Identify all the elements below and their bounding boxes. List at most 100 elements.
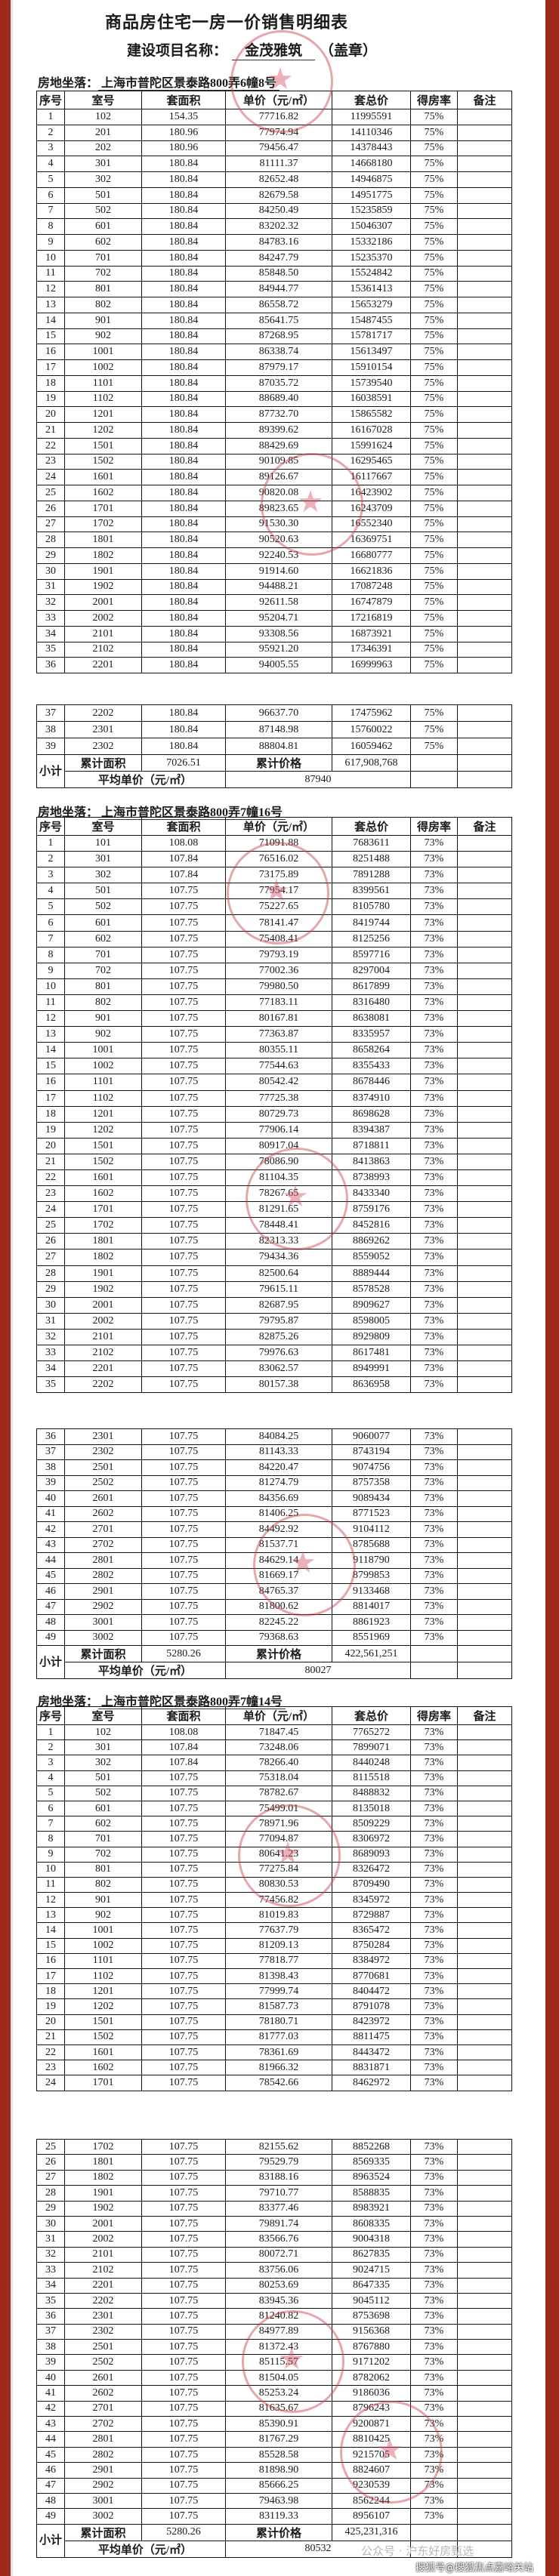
total-price-cell: 17346391 xyxy=(332,641,411,658)
room-cell: 1001 xyxy=(64,1042,142,1059)
seq-cell: 18 xyxy=(36,374,65,392)
room-cell: 1702 xyxy=(64,2138,142,2155)
unit-price-cell: 82687.95 xyxy=(225,1296,332,1314)
table-row: 46 2901 107.75 81898.90 8824607 73% xyxy=(36,2462,512,2479)
seq-cell: 17 xyxy=(36,1967,65,1985)
efficiency-rate-cell: 73% xyxy=(410,2200,458,2217)
efficiency-rate-cell: 73% xyxy=(410,1922,458,1939)
seq-cell: 14 xyxy=(36,1042,65,1059)
empty-cell xyxy=(457,1645,512,1662)
unit-price-cell: 77906.14 xyxy=(225,1121,332,1139)
total-price-cell: 8738993 xyxy=(332,1169,411,1187)
remark-cell xyxy=(457,1105,512,1123)
seq-cell: 30 xyxy=(36,1296,65,1314)
area-cell: 107.75 xyxy=(141,2416,226,2433)
unit-price-cell: 76516.02 xyxy=(225,851,332,868)
efficiency-rate-cell: 73% xyxy=(410,1233,458,1250)
area-cell: 107.75 xyxy=(141,883,226,900)
remark-cell xyxy=(457,2246,512,2263)
seq-cell: 25 xyxy=(36,2138,65,2155)
area-cell: 107.75 xyxy=(141,2231,226,2248)
room-cell: 2601 xyxy=(64,1490,142,1507)
room-cell: 1201 xyxy=(64,406,142,423)
room-cell: 1702 xyxy=(64,516,142,533)
room-cell: 2302 xyxy=(64,2323,142,2340)
total-price-cell: 14668180 xyxy=(332,156,411,172)
unit-price-cell: 77974.94 xyxy=(225,124,332,141)
area-cell: 107.75 xyxy=(141,1536,226,1553)
area-cell: 107.75 xyxy=(141,1521,226,1538)
area-cell: 180.84 xyxy=(141,249,226,267)
seq-cell: 11 xyxy=(36,265,65,282)
column-header: 室号 xyxy=(64,817,142,836)
room-cell: 1602 xyxy=(64,485,142,501)
area-cell: 107.75 xyxy=(141,2169,226,2186)
subtotal-row: 小计 累计面积 5280.26 累计价格 422,561,251 xyxy=(36,1645,512,1679)
area-cell: 107.75 xyxy=(141,1614,226,1631)
column-header: 套总价 xyxy=(332,91,411,109)
total-price-cell: 8767880 xyxy=(332,2339,411,2356)
remark-cell xyxy=(457,834,512,852)
column-header: 单价（元/㎡） xyxy=(225,91,332,109)
unit-price-cell: 81104.35 xyxy=(225,1169,332,1187)
seq-cell: 6 xyxy=(36,186,65,204)
room-cell: 1801 xyxy=(64,1233,142,1250)
table-row: 27 1702 180.84 91530.30 16552340 75% xyxy=(36,516,512,533)
remark-cell xyxy=(457,1010,512,1028)
average-row: 平均单价（元/㎡） 80532 xyxy=(37,2540,512,2558)
column-header: 得房率 xyxy=(410,817,458,836)
total-price-cell: 8251488 xyxy=(332,851,411,868)
table-row: 5 302 180.84 82652.48 14946875 75% xyxy=(36,171,512,188)
room-cell: 2302 xyxy=(64,738,142,755)
room-cell: 2102 xyxy=(64,641,142,658)
area-cell: 107.75 xyxy=(141,962,226,979)
area-cell: 107.75 xyxy=(141,2292,226,2309)
total-price-cell: 8440248 xyxy=(332,1755,411,1771)
table-row: 35 2202 107.75 83945.36 9045112 73% xyxy=(36,2292,512,2309)
area-cell: 107.75 xyxy=(141,2014,226,2030)
unit-price-cell: 83945.36 xyxy=(225,2292,332,2309)
area-cell: 107.75 xyxy=(141,978,226,995)
total-price-cell: 8949991 xyxy=(332,1360,411,1378)
room-cell: 902 xyxy=(64,1907,142,1924)
unit-price-cell: 78266.40 xyxy=(225,1755,332,1771)
room-cell: 2301 xyxy=(64,1428,142,1445)
unit-price-cell: 80729.73 xyxy=(225,1105,332,1123)
room-cell: 1701 xyxy=(64,1201,142,1219)
efficiency-rate-cell: 75% xyxy=(410,532,458,548)
seq-cell: 39 xyxy=(36,2354,65,2371)
table-row: 13 802 180.84 86558.72 15653279 75% xyxy=(36,297,512,313)
total-price-cell: 8399561 xyxy=(332,883,411,900)
remark-cell xyxy=(457,898,512,916)
area-cell: 107.75 xyxy=(141,1296,226,1314)
area-cell: 180.84 xyxy=(141,562,226,580)
efficiency-rate-cell: 75% xyxy=(410,218,458,235)
empty-cell xyxy=(457,754,512,772)
room-cell: 1902 xyxy=(64,578,142,596)
unit-price-cell: 78086.90 xyxy=(225,1153,332,1170)
unit-price-cell: 84247.79 xyxy=(225,249,332,267)
address-line: 房地坐落： 上海市普陀区景泰路800弄6幢8号 xyxy=(38,72,280,91)
area-cell: 107.75 xyxy=(141,1010,226,1028)
unit-price-cell: 75499.01 xyxy=(225,1800,332,1817)
unit-price-cell: 80355.11 xyxy=(225,1042,332,1059)
unit-price-cell: 86338.74 xyxy=(225,344,332,360)
table-row: 5 502 107.75 78782.67 8488832 73% xyxy=(36,1785,512,1801)
remark-cell xyxy=(457,2215,512,2232)
area-cell: 107.75 xyxy=(141,2323,226,2340)
seq-cell: 16 xyxy=(36,344,65,360)
table-row: 11 802 107.75 80830.53 8709490 73% xyxy=(36,1876,512,1893)
efficiency-rate-cell: 75% xyxy=(410,156,458,172)
remark-cell xyxy=(457,485,512,501)
table-row: 38 2501 107.75 81372.43 8767880 73% xyxy=(36,2339,512,2356)
room-cell: 2802 xyxy=(64,2446,142,2464)
total-price-cell: 11995591 xyxy=(332,109,411,125)
efficiency-rate-cell: 73% xyxy=(410,1785,458,1801)
remark-cell xyxy=(457,1983,512,2000)
total-price-label: 累计价格 xyxy=(225,2523,332,2541)
area-cell: 107.75 xyxy=(141,2400,226,2417)
table-row: 18 1101 180.84 87035.72 15739540 75% xyxy=(36,374,512,392)
room-cell: 701 xyxy=(64,249,142,267)
remark-cell xyxy=(457,1428,512,1445)
table-row: 37 2302 107.75 84977.89 9156368 73% xyxy=(36,2323,512,2340)
